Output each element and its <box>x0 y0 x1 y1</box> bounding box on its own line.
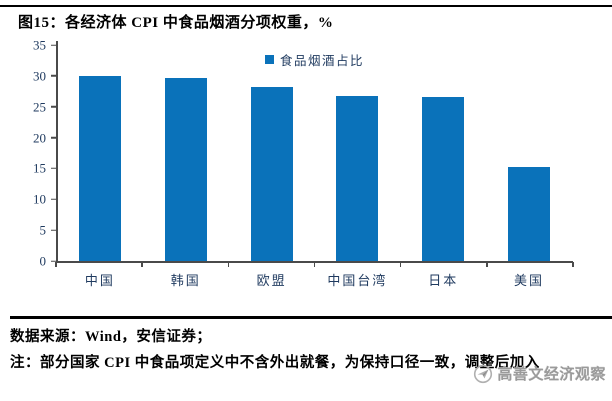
y-tick-mark <box>51 167 56 170</box>
y-tick-label: 0 <box>39 253 47 269</box>
x-tick-label: 美国 <box>514 273 545 288</box>
top-divider <box>0 5 612 7</box>
y-tick-label: 5 <box>39 222 47 238</box>
x-boundary-ticks <box>55 262 574 267</box>
y-tick-mark <box>51 136 56 139</box>
x-tick-label: 韩国 <box>170 273 201 288</box>
note-text: 注：部分国家 CPI 中食品项定义中不含外出就餐，为保持口径一致，调整后加入 <box>10 355 540 371</box>
x-axis-line <box>56 261 573 263</box>
bar <box>78 75 121 261</box>
y-axis-line <box>56 41 58 262</box>
bar <box>336 95 379 261</box>
y-tick-label: 35 <box>33 37 46 53</box>
figure-title: 图15：各经济体 CPI 中食品烟酒分项权重，% <box>18 15 334 31</box>
bar <box>250 86 293 261</box>
x-tick-mark <box>572 262 574 267</box>
footer-divider <box>10 316 612 319</box>
y-tick-label: 25 <box>33 99 46 115</box>
y-axis: 0 5 10 15 20 25 30 35 <box>0 39 56 268</box>
bar <box>508 167 551 261</box>
x-tick-mark <box>313 262 316 267</box>
y-tick-label: 20 <box>33 130 46 146</box>
chart-legend: 食品烟酒占比 <box>57 50 572 69</box>
bar <box>422 97 465 261</box>
x-tick-mark <box>55 262 57 267</box>
y-tick-label: 15 <box>33 160 46 176</box>
x-axis-labels: 中国 韩国 欧盟 中国台湾 日本 美国 <box>57 270 572 289</box>
data-source-text: 数据来源：Wind，安信证券； <box>10 329 212 345</box>
y-tick-mark <box>51 75 56 77</box>
y-tick-mark <box>51 44 56 46</box>
watermark-text: 高善文经济观察 <box>497 367 606 383</box>
y-tick-mark <box>51 198 56 201</box>
x-tick-label: 中国台湾 <box>327 273 388 288</box>
x-tick-mark <box>227 262 230 267</box>
x-tick-mark <box>486 262 488 267</box>
bars <box>57 45 572 261</box>
x-tick-mark <box>399 262 402 267</box>
y-tick-mark <box>51 105 56 108</box>
y-tick-label: 30 <box>33 68 46 84</box>
bar <box>164 77 207 261</box>
x-tick-label: 日本 <box>428 273 459 288</box>
x-tick-label: 中国 <box>84 273 115 288</box>
paper-plane-circle-icon <box>474 364 493 383</box>
y-tick-label: 10 <box>33 191 46 207</box>
x-tick-mark <box>141 262 143 267</box>
x-tick-label: 欧盟 <box>256 273 287 288</box>
legend-label: 食品烟酒占比 <box>279 54 364 68</box>
legend-swatch-icon <box>264 55 274 64</box>
watermark: 高善文经济观察 <box>473 363 606 384</box>
y-tick-mark <box>51 260 56 262</box>
y-tick-mark <box>51 229 56 231</box>
